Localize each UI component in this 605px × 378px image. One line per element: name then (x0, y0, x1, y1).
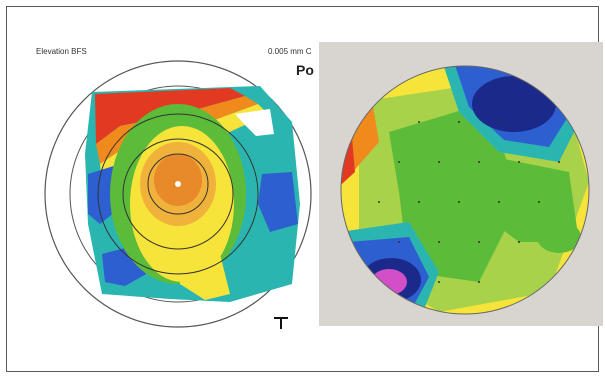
t-marker-icon (274, 317, 288, 329)
elevation-map (44, 60, 312, 328)
scale-label: 0.005 mm C (268, 47, 312, 56)
topography-map (340, 65, 590, 315)
map-title: Elevation BFS (36, 47, 87, 56)
topography-panel (319, 42, 603, 326)
heading-fragment: Po (296, 62, 314, 78)
